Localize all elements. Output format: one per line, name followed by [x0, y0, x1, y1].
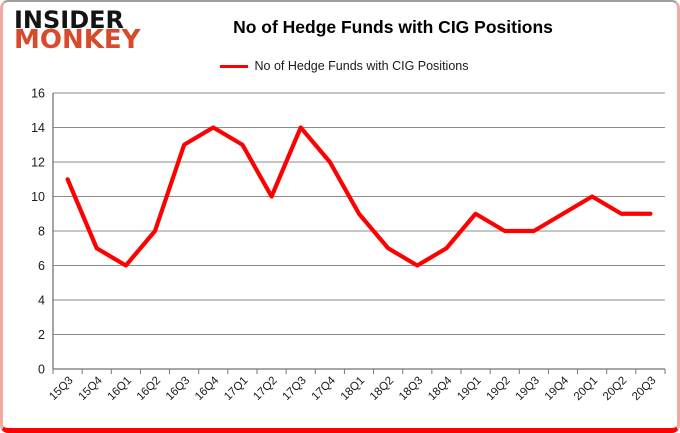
legend: No of Hedge Funds with CIG Positions: [23, 59, 665, 73]
x-tick-label: 20Q1: [572, 375, 600, 403]
legend-label: No of Hedge Funds with CIG Positions: [254, 59, 469, 73]
y-tick-label: 4: [38, 294, 45, 308]
x-tick-label: 20Q2: [601, 375, 629, 403]
logo-line2: MONKEY: [14, 25, 141, 56]
x-tick-label: 16Q4: [193, 374, 222, 403]
x-tick-label: 20Q3: [630, 375, 658, 403]
y-tick-label: 0: [38, 363, 45, 377]
x-tick-label: 18Q4: [426, 374, 455, 403]
x-tick-label: 15Q4: [76, 374, 105, 403]
y-tick-label: 10: [31, 190, 45, 204]
series-line: [65, 125, 653, 268]
x-tick-label: 17Q4: [310, 374, 339, 403]
y-tick-label: 14: [31, 121, 45, 135]
logo-line1: INSIDER: [14, 6, 125, 34]
x-tick-label: 16Q1: [106, 375, 134, 403]
y-tick-label: 8: [38, 225, 45, 239]
x-tick-label: 19Q2: [484, 375, 512, 403]
x-tick-label: 18Q2: [368, 375, 396, 403]
chart-area: 0 2 4 6 8 10 12 14 16 15Q3 15Q4 16Q1 16Q2 16Q3 16Q4 17Q…: [3, 80, 677, 428]
x-tick-label: 18Q1: [339, 375, 367, 403]
x-tick-label: 19Q1: [455, 375, 483, 403]
x-tick-label: 17Q1: [222, 375, 250, 403]
x-tick-label: 16Q3: [164, 375, 192, 403]
x-tick-label: 19Q4: [543, 374, 572, 403]
y-tick-label: 2: [38, 328, 45, 342]
x-tick-label: 19Q3: [514, 375, 542, 403]
y-tick-label: 6: [38, 259, 45, 273]
chart-title: No of Hedge Funds with CIG Positions: [233, 17, 553, 37]
y-tick-label: 16: [31, 87, 45, 101]
y-tick-label: 12: [31, 156, 45, 170]
x-tick-label: 16Q2: [135, 375, 163, 403]
insider-monkey-logo: INSIDER MONKEY: [14, 6, 141, 56]
x-tick-label: 17Q3: [280, 375, 308, 403]
x-tick-label: 15Q3: [47, 375, 75, 403]
x-tick-label: 18Q3: [397, 375, 425, 403]
legend-line-swatch: [219, 64, 248, 68]
x-tick-label: 17Q2: [251, 375, 279, 403]
